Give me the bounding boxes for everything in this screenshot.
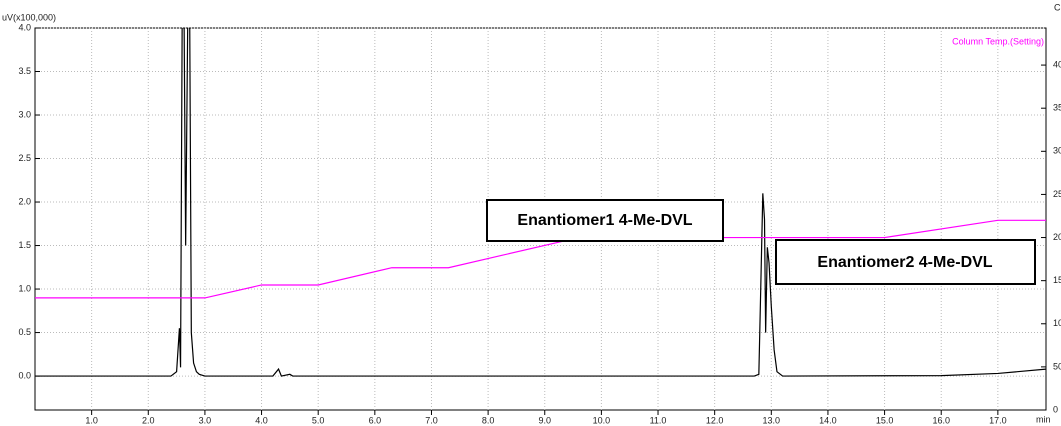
- annotation: Enantiomer1 4-Me-DVL: [517, 212, 692, 229]
- x-tick-label: 5.0: [312, 415, 325, 425]
- y-axis-label: uV(x100,000): [2, 12, 56, 22]
- x-tick-label: 11.0: [650, 415, 667, 425]
- plot-frame: [34, 27, 1047, 411]
- y2-tick-label: 350: [1053, 103, 1061, 113]
- x-tick-label: 7.0: [425, 415, 438, 425]
- x-tick-label: 9.0: [538, 415, 551, 425]
- y2-tick-label: 50: [1053, 361, 1061, 371]
- x-axis-label: min: [1036, 414, 1051, 424]
- y-tick-label: 0.0: [18, 370, 31, 380]
- y-tick-label: 1.0: [18, 283, 31, 293]
- y2-axis-label: C: [1054, 2, 1061, 12]
- x-tick-label: 2.0: [142, 415, 155, 425]
- annotation-box: [775, 239, 1036, 285]
- legend-label: Column Temp.(Setting): [952, 36, 1044, 46]
- y2-tick-label: 300: [1053, 146, 1061, 156]
- y-tick-label: 2.0: [18, 196, 31, 206]
- x-tick-label: 12.0: [706, 415, 724, 425]
- x-tick-label: 15.0: [876, 415, 894, 425]
- x-tick-label: 16.0: [932, 415, 950, 425]
- x-tick-label: 13.0: [763, 415, 781, 425]
- y-tick-label: 4.0: [18, 22, 31, 32]
- y2-tick-label: 0: [1053, 404, 1058, 414]
- x-tick-label: 6.0: [369, 415, 382, 425]
- y2-tick-label: 150: [1053, 275, 1061, 285]
- y2-tick-label: 100: [1053, 318, 1061, 328]
- y2-tick-label: 400: [1053, 59, 1061, 69]
- x-tick-label: 1.0: [85, 415, 98, 425]
- y2-tick-label: 200: [1053, 232, 1061, 242]
- series-line: [35, 219, 1046, 299]
- x-tick-label: 3.0: [199, 415, 212, 425]
- annotation: Enantiomer2 4-Me-DVL: [817, 254, 992, 271]
- x-tick-label: 10.0: [593, 415, 611, 425]
- x-tick-label: 8.0: [482, 415, 495, 425]
- plot-area: [35, 28, 1046, 377]
- y-tick-label: 3.5: [18, 66, 31, 76]
- y-tick-label: 1.5: [18, 240, 31, 250]
- series-line: [35, 28, 1046, 377]
- x-tick-label: 17.0: [989, 415, 1007, 425]
- y-tick-label: 3.0: [18, 109, 31, 119]
- x-tick-label: 14.0: [819, 415, 837, 425]
- y-tick-label: 2.5: [18, 153, 31, 163]
- y-tick-label: 0.5: [18, 327, 31, 337]
- annotation-box: [486, 199, 724, 242]
- y2-tick-label: 250: [1053, 189, 1061, 199]
- x-tick-label: 4.0: [255, 415, 268, 425]
